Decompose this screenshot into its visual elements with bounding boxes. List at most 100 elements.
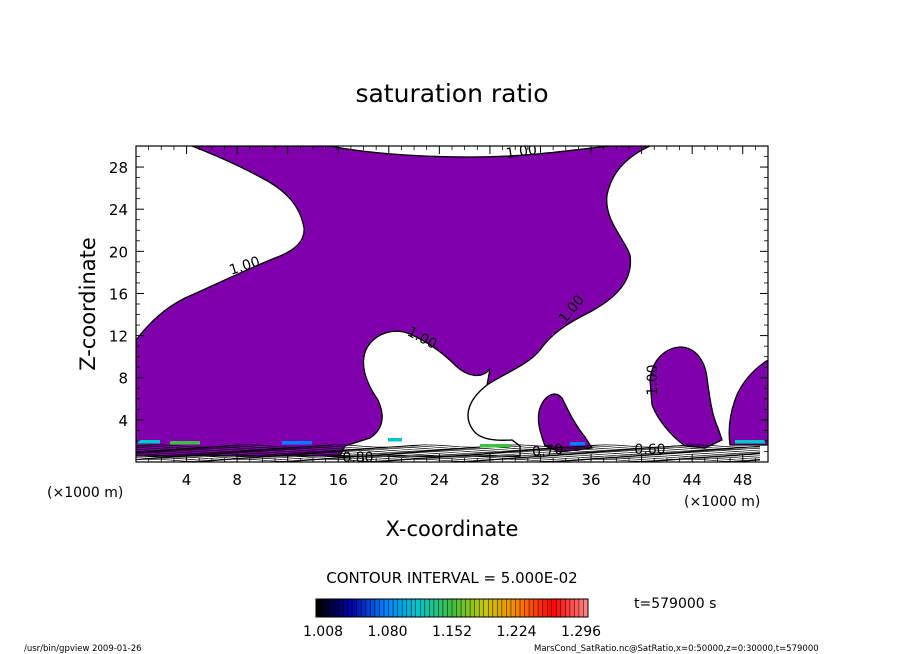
colorbar-cell (497, 599, 503, 617)
supersaturated-region (728, 359, 768, 446)
supersaturated-region (649, 346, 723, 449)
colorbar-cell (379, 599, 385, 617)
x-tick-label: 24 (430, 471, 449, 489)
colorbar-cell (338, 599, 344, 617)
colorbar-cell (388, 599, 394, 617)
colorbar-cell (538, 599, 544, 617)
colorbar-cell (529, 599, 534, 617)
subsaturated-pocket (338, 330, 521, 457)
y-tick-label: 20 (109, 243, 128, 261)
colorbar-cell (501, 599, 507, 617)
time-label: t=579000 s (634, 596, 716, 612)
x-unit-right-label: (×1000 m) (684, 494, 760, 510)
colorbar-cell (397, 599, 403, 617)
colorbar-cell (483, 599, 489, 617)
contour-label: 0.60 (634, 442, 665, 458)
colorbar-frame (315, 598, 589, 618)
near-surface-band (170, 441, 200, 445)
colorbar (315, 599, 589, 617)
colorbar-cell (479, 599, 485, 617)
plot-area: 1.001.001.001.001.000.80 0.70 0.60 (136, 142, 768, 466)
colorbar-cell (424, 599, 430, 617)
colorbar-tick-labels: 1.008 1.080 1.152 1.224 1.296 (303, 624, 601, 640)
colorbar-cell (316, 599, 321, 617)
x-tick-label: 28 (480, 471, 499, 489)
near-surface-contour-line (136, 444, 761, 448)
colorbar-cell (429, 599, 435, 617)
colorbar-cell (329, 599, 335, 617)
near-surface-band (282, 441, 312, 445)
colorbar-cell (438, 599, 444, 617)
colorbar-cell (415, 599, 421, 617)
colorbar-cell (411, 599, 417, 617)
y-tick-label: 16 (109, 285, 128, 303)
x-axis-label: X-coordinate (386, 517, 519, 541)
colorbar-cell (343, 599, 349, 617)
colorbar-cell (520, 599, 525, 617)
colorbar-cell (352, 599, 358, 617)
colorbar-cell (470, 599, 476, 617)
colorbar-tick-label: 1.224 (496, 624, 536, 640)
colorbar-cell (547, 599, 553, 617)
colorbar-cell (556, 599, 562, 617)
colorbar-cell (370, 599, 376, 617)
colorbar-cell (452, 599, 457, 617)
contour-label: 0.80 (342, 450, 373, 466)
y-tick-label: 28 (109, 159, 128, 177)
colorbar-cell (492, 599, 498, 617)
colorbar-cell (474, 599, 480, 617)
colorbar-cell (320, 599, 326, 617)
colorbar-cell (347, 599, 353, 617)
x-unit-left-label: (×1000 m) (47, 485, 123, 501)
x-tick-label: 16 (329, 471, 348, 489)
colorbar-cell (461, 599, 466, 617)
colorbar-cell (533, 599, 539, 617)
colorbar-cell (551, 599, 557, 617)
x-tick-label: 32 (531, 471, 550, 489)
contour-label: 1.00 (505, 142, 538, 162)
near-surface-band (138, 440, 160, 444)
near-surface-band (388, 438, 402, 442)
colorbar-cell (402, 599, 408, 617)
colorbar-cell (578, 599, 584, 617)
colorbar-cell (510, 599, 516, 617)
chart-title: saturation ratio (355, 79, 548, 108)
x-tick-label: 40 (632, 471, 651, 489)
colorbar-tick-label: 1.296 (561, 624, 601, 640)
colorbar-cell (574, 599, 580, 617)
y-tick-label: 8 (118, 370, 128, 388)
colorbar-cell (447, 599, 453, 617)
x-tick-label: 36 (581, 471, 600, 489)
x-tick-label: 12 (278, 471, 297, 489)
colorbar-cell (565, 599, 571, 617)
contour-interval-label: CONTOUR INTERVAL = 5.000E-02 (326, 569, 577, 587)
supersaturated-region (537, 393, 594, 453)
colorbar-cell (583, 599, 589, 617)
near-surface-contour-line (136, 448, 761, 452)
y-tick-label: 24 (109, 201, 128, 219)
x-tick-label: 44 (683, 471, 702, 489)
contour-label: 0.70 (531, 442, 563, 461)
y-tick-label: 12 (109, 328, 128, 346)
y-axis-label: Z-coordinate (76, 237, 100, 371)
x-tick-label: 48 (733, 471, 752, 489)
colorbar-cell (515, 599, 521, 617)
contour-label: 1.00 (645, 364, 661, 395)
footer-right: MarsCond_SatRatio.nc@SatRatio,x=0:50000,… (534, 644, 819, 654)
colorbar-cell (442, 599, 448, 617)
near-surface-contour-line (136, 446, 761, 450)
colorbar-cell (361, 599, 367, 617)
colorbar-cell (433, 599, 439, 617)
colorbar-cell (488, 599, 494, 617)
colorbar-cell (542, 599, 548, 617)
x-tick-label: 8 (232, 471, 242, 489)
colorbar-cell (560, 599, 566, 617)
colorbar-cell (334, 599, 340, 617)
x-tick-label: 4 (182, 471, 192, 489)
footer-left: /usr/bin/gpview 2009-01-26 (24, 644, 142, 654)
colorbar-cell (374, 599, 380, 617)
near-surface-band (570, 442, 585, 446)
colorbar-cell (325, 599, 330, 617)
